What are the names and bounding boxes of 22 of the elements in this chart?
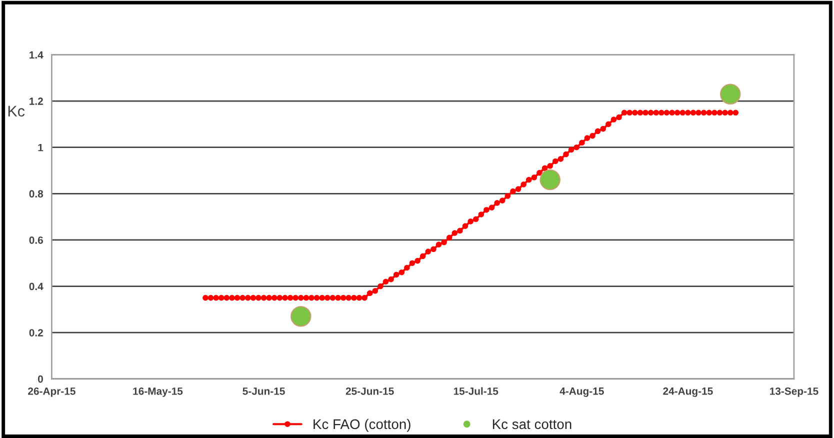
y-tick-label: 0 bbox=[38, 375, 43, 383]
y-tick-label: 0.6 bbox=[29, 236, 43, 244]
point bbox=[290, 306, 312, 327]
x-tick-label: 4-Aug-15 bbox=[560, 388, 604, 397]
x-tick-label: 15-Jul-15 bbox=[454, 387, 498, 395]
legend-label: Kc FAO (cotton) bbox=[314, 418, 410, 432]
x-tick-label: 26-Apr-15 bbox=[28, 387, 76, 397]
x-tick-label: 5-Jun-15 bbox=[242, 388, 285, 395]
point bbox=[720, 84, 741, 104]
x-tick-label: 24-Aug-15 bbox=[663, 387, 713, 397]
y-tick-label: 1.2 bbox=[30, 98, 43, 105]
legend-label: Kc sat cotton bbox=[492, 419, 572, 430]
y-axis-title: Kc bbox=[8, 106, 25, 117]
x-tick-label: 16-May-15 bbox=[133, 387, 183, 397]
y-tick-label: 0.2 bbox=[29, 329, 43, 336]
x-tick-label: 25-Jun-15 bbox=[346, 387, 394, 395]
y-tick-label: 0.8 bbox=[29, 190, 44, 198]
y-tick-label: 0.4 bbox=[29, 282, 44, 290]
point bbox=[540, 169, 560, 190]
y-tick-label: 1 bbox=[38, 144, 44, 152]
y-tick-label: 1.4 bbox=[30, 51, 44, 59]
x-tick-label: 13-Sep-15 bbox=[770, 387, 818, 397]
